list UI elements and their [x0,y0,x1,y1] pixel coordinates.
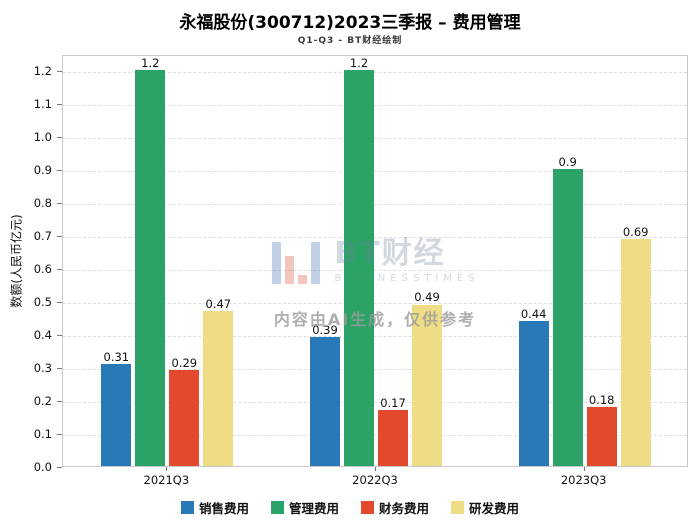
legend-item: 研发费用 [451,498,519,517]
bar-value-label: 0.47 [205,297,232,312]
y-tick-mark [57,302,62,304]
y-tick-label: 0.1 [33,427,52,442]
watermark-logo-row: BT财经 BUSINESSTIMES [195,239,555,284]
legend-label: 管理费用 [288,501,339,516]
gridline [63,402,687,404]
gridline [63,369,687,371]
gridline [63,171,687,173]
y-tick-mark [57,269,62,271]
y-tick-mark [57,236,62,238]
bar-value-label: 0.39 [312,323,338,338]
bar [586,406,617,466]
legend-swatch [451,501,465,514]
legend-item: 管理费用 [270,498,339,517]
plot-area: BT财经 BUSINESSTIMES 内容由AI生成，仅供参考 0.31 0.39… [62,55,688,467]
watermark-disclaimer: 内容由AI生成，仅供参考 [273,310,477,329]
bar-value-label: 0.44 [520,306,547,321]
y-tick-label: 1.2 [33,64,52,79]
bar [412,304,442,466]
bar [310,337,340,466]
y-tick-mark [57,434,62,436]
bar [552,169,583,466]
x-tick-label: 2022Q3 [352,473,398,487]
legend-label: 财务费用 [379,501,430,516]
bar-value-label: 0.29 [171,356,198,371]
bar-value-label: 1.2 [349,56,369,71]
legend-swatch [361,501,374,514]
y-tick-label: 1.1 [33,97,52,112]
bar [101,363,132,466]
y-tick-label: 0.6 [33,262,52,277]
gridline [63,204,687,206]
gridline [63,237,687,239]
bar [378,409,408,466]
y-tick-mark [57,203,62,205]
y-tick-label: 0.2 [33,394,52,409]
bar-value-label: 0.18 [588,392,615,407]
gridline [63,138,687,140]
legend: 销售费用 管理费用 财务费用 研发费用 [0,498,700,517]
y-tick-label: 0.0 [33,460,52,474]
legend-label: 销售费用 [198,501,249,516]
bar [169,370,200,466]
x-tick-label: 2023Q3 [560,473,607,487]
y-tick-mark [57,137,62,139]
y-tick-label: 1.0 [33,130,52,145]
legend-swatch [180,501,194,514]
bar [203,311,234,466]
bar [620,238,651,466]
gridline [63,435,687,437]
bt-logo-icon [270,240,322,284]
legend-swatch [270,501,284,514]
chart-title: 永福股份(300712)2023三季报 – 费用管理 [179,13,521,33]
y-tick-label: 0.7 [33,229,52,244]
y-tick-mark [57,335,62,337]
chart-subtitle: Q1-Q3 - BT财经绘制 [297,36,403,46]
legend-label: 研发费用 [469,501,520,516]
legend-item: 财务费用 [361,498,429,517]
bar-value-label: 0.9 [558,155,577,170]
y-tick-label: 0.9 [33,163,52,178]
y-tick-label: 0.8 [33,196,52,211]
gridline [63,303,687,305]
bar-value-label: 0.69 [622,224,649,239]
gridline [63,270,687,272]
y-tick-mark [57,368,62,370]
legend-item: 销售费用 [180,498,249,517]
bar [135,70,166,466]
x-tick-mark [375,467,376,471]
y-tick-label: 0.3 [33,361,52,376]
bar-value-label: 1.2 [141,56,160,71]
y-tick-mark [57,71,62,73]
x-tick-mark [583,467,585,471]
y-tick-mark [57,401,62,403]
y-tick-label: 0.4 [33,328,52,343]
bar-value-label: 0.31 [103,349,130,364]
y-tick-mark [57,104,62,106]
gridline [63,336,687,338]
y-tick-mark [57,467,62,468]
bar-value-label: 0.49 [414,290,440,305]
y-tick-label: 0.5 [33,295,52,310]
gridline [63,72,687,74]
watermark: BT财经 BUSINESSTIMES 内容由AI生成，仅供参考 [195,239,555,330]
gridline [63,105,687,107]
bar-value-label: 0.17 [380,395,406,410]
bar [344,70,374,466]
x-tick-mark [166,467,168,471]
x-tick-label: 2021Q3 [143,473,190,487]
bar [518,320,549,466]
y-tick-mark [57,170,62,172]
